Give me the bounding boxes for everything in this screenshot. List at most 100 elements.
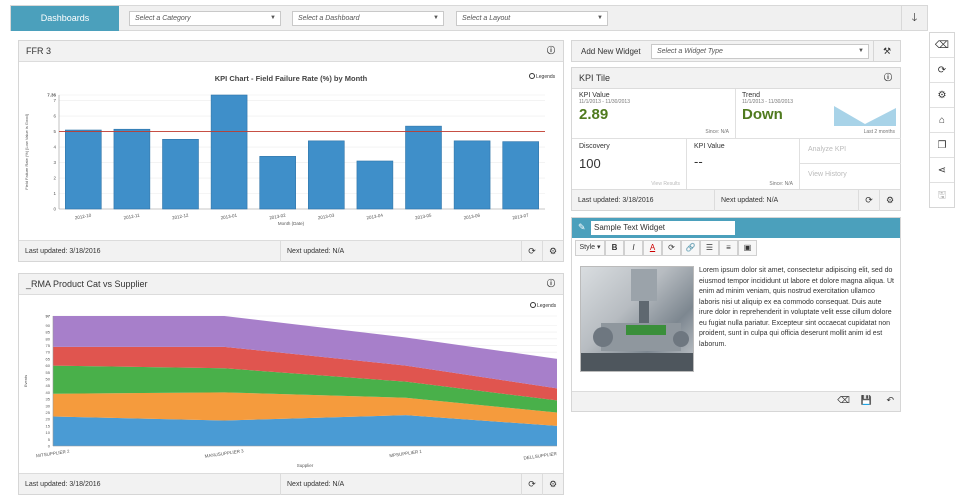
layout-select[interactable]: Select a Layout ▼ [456,11,608,26]
refresh-icon[interactable]: ⟳ [930,58,954,83]
eraser-icon[interactable]: ⌫ [930,33,954,58]
refresh-icon[interactable]: ⟳ [521,241,542,262]
category-select[interactable]: Select a Category ▼ [129,11,281,26]
style-dropdown[interactable]: Style ▾ [575,240,605,256]
y-tick-label: 2 [53,176,56,181]
x-tick-label: 2013-07 [512,213,530,221]
area-series [53,392,557,426]
y-tick-label: 70 [46,350,51,355]
view-history-link[interactable]: View History [808,171,847,178]
kpi-value-range: 11/1/2013 - 11/30/2013 [579,99,630,105]
top-bar: Dashboards Select a Category ▼ Select a D… [10,5,928,31]
y-tick-label: 80 [46,336,51,341]
text-color-icon[interactable]: A [643,240,662,256]
info-icon[interactable]: ⓘ [547,46,555,55]
y-tick-label: 97 [46,314,51,319]
y-tick-label: 25 [46,410,51,415]
kpi-value-label: KPI Value [579,92,610,99]
x-tick-label: 2013-03 [317,213,335,221]
editor-toolbar: Style ▾ B I A ⟳ 🔗 ☰ ≡ ▣ [575,240,757,256]
widget-title-input[interactable]: Sample Text Widget [591,221,735,235]
x-tick-label: 2013-01 [220,213,238,221]
x-tick-label: MPSUPPLIER 1 [389,449,423,459]
y-tick-label: 3 [53,160,56,165]
caret-down-icon: ▼ [597,15,603,21]
trend-cell: Trend 11/1/2013 - 11/30/2013 Down Last 2… [736,89,901,139]
x-tick-label: 2013-05 [415,213,433,221]
bold-icon[interactable]: B [605,240,624,256]
y-tick-label: 1 [53,191,56,196]
magic-wand-icon[interactable]: ⚒ [873,41,900,61]
caret-down-icon: ▼ [270,15,276,21]
italic-icon[interactable]: I [624,240,643,256]
view-results-link[interactable]: View Results [651,181,680,187]
numbered-list-icon[interactable]: ≡ [719,240,738,256]
gear-icon[interactable]: ⚙ [542,241,563,262]
home-icon[interactable]: ⌂ [930,108,954,133]
widget-type-value: Select a Widget Type [657,48,723,55]
refresh-icon[interactable]: ⟳ [662,240,681,256]
x-tick-label: 2013-06 [463,213,481,221]
x-tick-label: 2012-12 [172,213,190,221]
x-axis-label: Month (Date) [278,221,305,226]
x-tick-label: 2012-10 [74,213,92,221]
bar [113,128,151,210]
y-tick-label: 10 [46,430,51,435]
image-icon[interactable]: ▣ [738,240,757,256]
y-tick-label: 20 [46,417,51,422]
rma-panel-title: _RMA Product Cat vs Supplier [26,279,148,289]
area-series [53,415,557,446]
y-axis-label: Events [23,375,28,387]
trend-months: Last 2 months [863,129,895,135]
kpi-value-number: 2.89 [579,106,609,123]
y-tick-label: 65 [46,356,51,361]
ffr-panel-header: FFR 3 ⓘ [19,41,563,62]
add-widget-bar: Add New Widget Select a Widget Type ▼ ⚒ [571,40,901,62]
y-tick-label: 55 [46,370,51,375]
last-updated: Last updated: 3/18/2016 [19,474,281,495]
y-tick-label: 75 [46,343,51,348]
area-series [53,365,557,413]
link-icon[interactable]: 🔗 [681,240,700,256]
bar [356,160,394,210]
text-widget-header: ✎ Sample Text Widget [572,218,900,238]
x-tick-label: 2013-02 [269,213,287,221]
refresh-icon[interactable]: ⟳ [521,474,542,495]
refresh-icon[interactable]: ⟳ [858,190,879,211]
bar [405,125,442,210]
widget-type-select[interactable]: Select a Widget Type ▼ [651,44,869,59]
eraser-icon[interactable]: ⌫ [837,395,850,405]
info-icon[interactable]: ⓘ [884,73,892,82]
rma-panel: _RMA Product Cat vs Supplier ⓘ Legends 0 5 1… [18,273,564,495]
analyze-kpi-link[interactable]: Analyze KPI [800,139,901,164]
y-tick-label: 45 [46,383,51,388]
dashboards-tab[interactable]: Dashboards [11,6,119,31]
dashboard-select-value: Select a Dashboard [298,15,360,22]
y-axis-label: Field Failure Rate (%) [Low Value is Goo… [24,114,29,190]
share-icon[interactable]: ⋖ [930,158,954,183]
gear-icon[interactable]: ⚙ [542,474,563,495]
text-widget-body[interactable]: Lorem ipsum dolor sit amet, consectetur … [699,267,894,348]
arrow-down-icon[interactable]: 🡓 [901,6,927,31]
save-icon[interactable]: 💾 [860,395,872,405]
bar [502,141,539,210]
y-tick-label: 85 [46,330,51,335]
edit-icon[interactable]: ✎ [578,222,586,232]
bulleted-list-icon[interactable]: ☰ [700,240,719,256]
dashboard-select[interactable]: Select a Dashboard ▼ [292,11,444,26]
undo-icon[interactable]: ↶ [886,395,894,405]
gear-icon[interactable]: ⚙ [879,190,900,211]
kpi-tile-footer: Last updated: 3/18/2016 Next updated: N/… [572,189,900,211]
legend-marker [529,73,535,79]
copy-icon[interactable]: ❐ [930,133,954,158]
ffr-panel-footer: Last updated: 3/18/2016 Next updated: N/… [19,240,563,262]
y-tick-label: 5 [48,437,51,442]
x-axis-label: Supplier [297,463,314,468]
style-dropdown-label: Style [579,244,596,251]
bar [210,94,248,210]
gear-icon[interactable]: ⚙ [930,83,954,108]
ffr-panel: FFR 3 ⓘ KPI Chart - Field Failure Rate (%… [18,40,564,262]
y-tick-label: 50 [46,376,51,381]
info-icon[interactable]: ⓘ [547,279,555,288]
category-select-value: Select a Category [135,15,191,22]
